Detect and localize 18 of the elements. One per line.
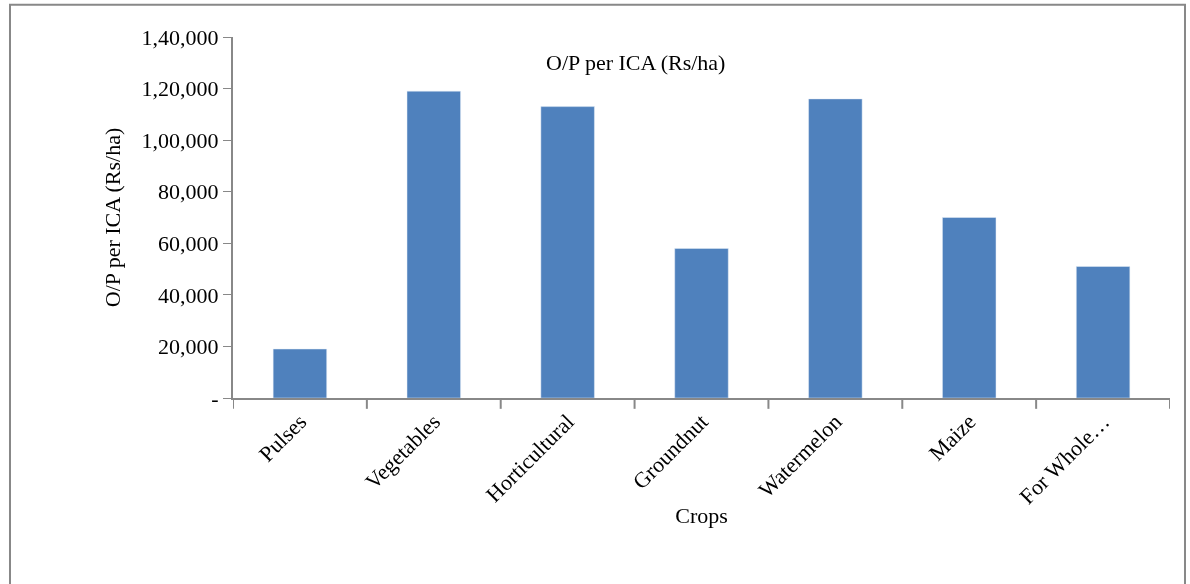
- y-tick-label: 20,000: [158, 334, 219, 360]
- y-tick-label: 1,40,000: [141, 24, 219, 50]
- bar: [808, 98, 863, 398]
- y-tick-label: 1,00,000: [141, 127, 219, 153]
- y-tick-label: 1,20,000: [141, 76, 219, 102]
- y-tick-label: 80,000: [158, 179, 219, 205]
- bar: [272, 348, 327, 398]
- x-axis-title: Crops: [675, 503, 728, 529]
- y-tick-label: 40,000: [158, 282, 219, 308]
- bar: [540, 106, 595, 398]
- bar: [674, 248, 729, 398]
- text: O/P per ICA (Rs/ha): [546, 50, 726, 75]
- y-tick-label: -: [211, 385, 219, 411]
- bar: [406, 90, 461, 398]
- bar: [942, 217, 997, 398]
- y-tick-label: 60,000: [158, 230, 219, 256]
- y-axis-title: O/P per ICA (Rs/ha): [99, 127, 125, 308]
- bar: [1076, 266, 1131, 398]
